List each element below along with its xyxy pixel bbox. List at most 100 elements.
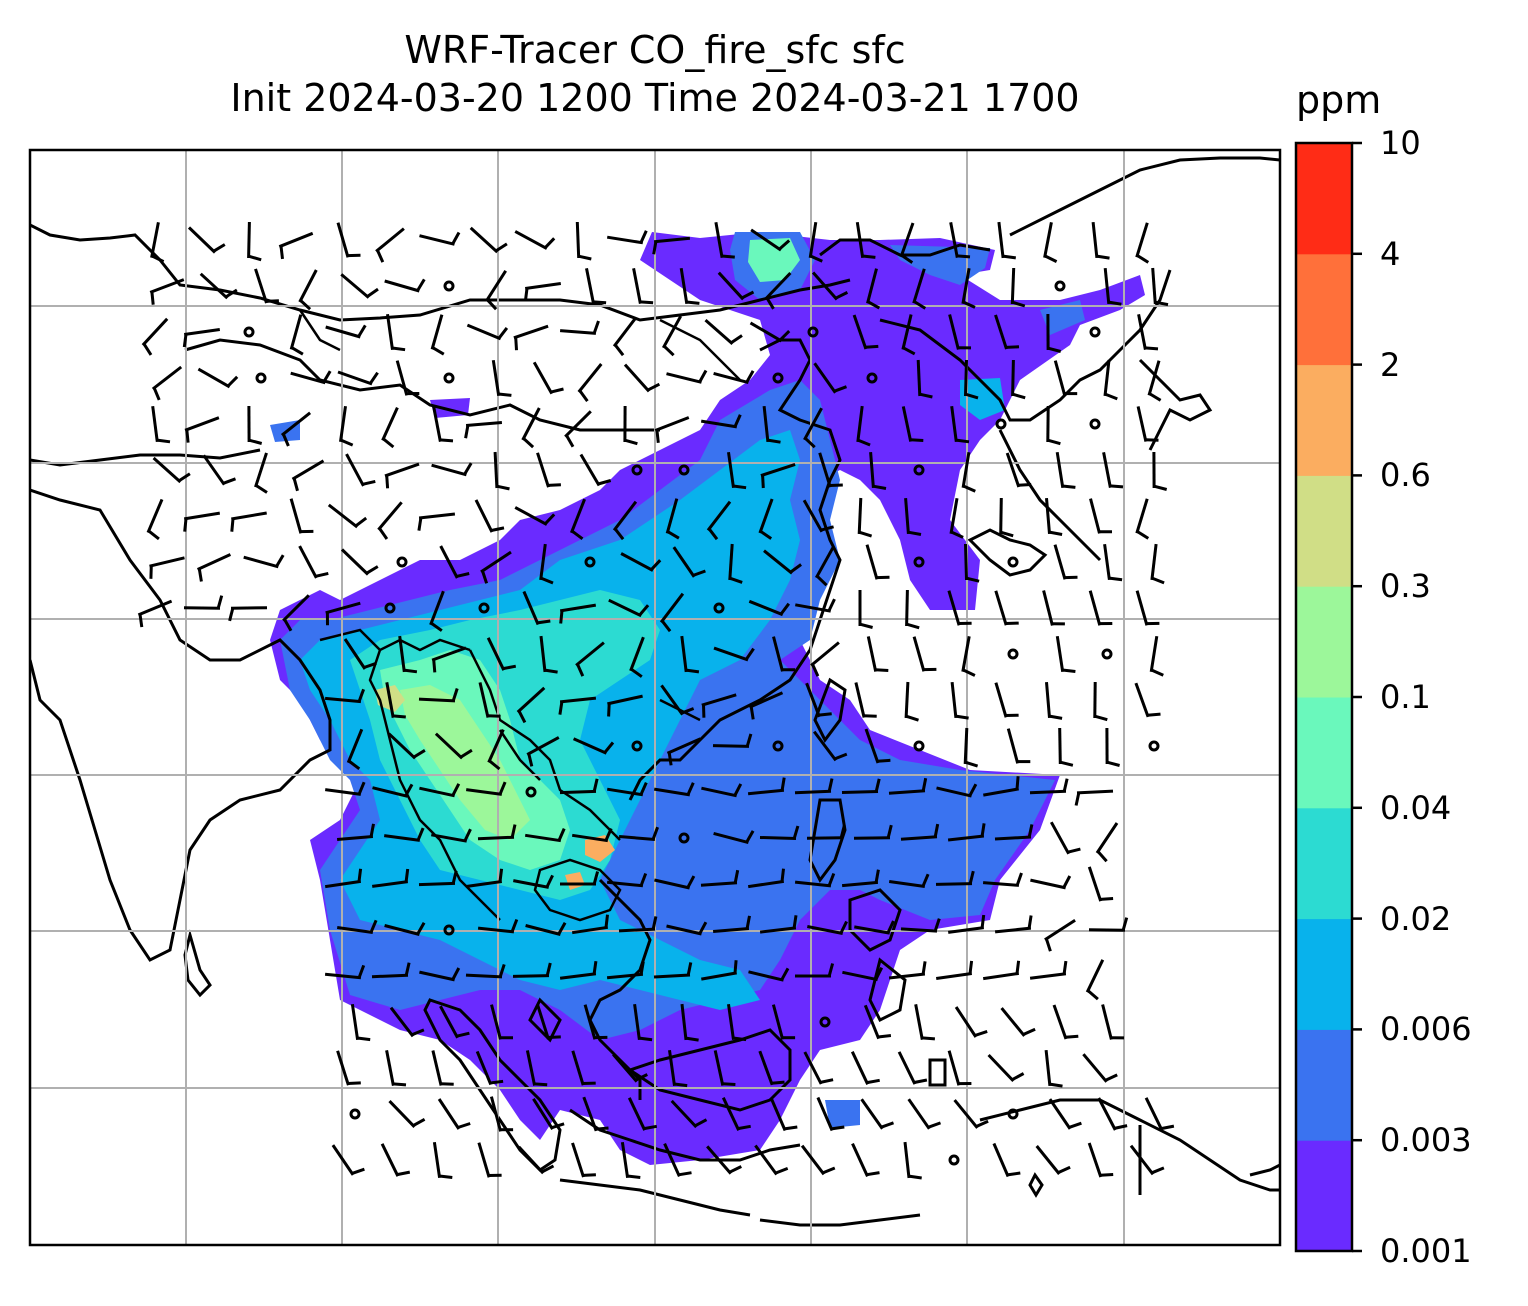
- wind-barb: [477, 926, 515, 934]
- wind-barb-feather: [451, 870, 458, 884]
- wind-barb: [866, 268, 878, 304]
- wind-barb-feather: [597, 479, 612, 486]
- wind-barb: [854, 925, 890, 935]
- wind-barb: [964, 543, 968, 581]
- wind-barb-feather: [639, 300, 654, 305]
- wind-barb: [579, 453, 601, 487]
- wind-barb-feather: [933, 823, 940, 838]
- wind-barb: [947, 1050, 961, 1086]
- wind-barb: [431, 833, 467, 843]
- wind-barb-feather: [557, 922, 567, 935]
- wind-barb: [466, 323, 502, 341]
- wind-barb-feather: [678, 1171, 692, 1177]
- wind-barb: [478, 682, 490, 718]
- tracer-patch-south: [825, 1100, 860, 1128]
- wind-barb: [904, 681, 910, 719]
- wind-barb-feather: [686, 782, 695, 796]
- wind-barb: [1045, 681, 1051, 719]
- wind-barb: [865, 544, 879, 580]
- wind-barb: [810, 641, 840, 667]
- wind-barb: [672, 546, 696, 578]
- wind-barb-feather: [980, 823, 986, 837]
- wind-barb: [559, 696, 597, 704]
- wind-barb-feather: [607, 703, 611, 717]
- wind-barb-feather: [968, 960, 974, 974]
- wind-barb-feather: [451, 231, 461, 245]
- wind-barb: [137, 599, 173, 617]
- wind-barb-feather: [283, 618, 293, 632]
- wind-barb: [325, 601, 361, 615]
- calm-wind-marker: [866, 372, 878, 384]
- wind-barb: [564, 410, 592, 438]
- wind-barb: [254, 268, 268, 304]
- wind-barb-feather: [839, 920, 848, 934]
- wind-barb: [1134, 682, 1150, 718]
- wind-barb-feather: [919, 392, 933, 399]
- wind-barb: [618, 835, 656, 841]
- wind-barb: [794, 880, 832, 888]
- wind-barb-feather: [1018, 483, 1032, 487]
- wind-barb-feather: [510, 918, 519, 933]
- wind-barb: [888, 880, 926, 888]
- wind-barb-feather: [834, 752, 848, 761]
- wind-barb: [679, 267, 689, 305]
- wind-barb: [491, 359, 501, 397]
- wind-barb: [808, 221, 818, 259]
- wind-barb-feather: [322, 370, 332, 384]
- wind-barb: [771, 1004, 785, 1040]
- wind-barb-feather: [541, 1164, 555, 1174]
- wind-barb-feather: [357, 688, 366, 703]
- wind-barb-feather: [551, 1122, 565, 1130]
- wind-barb: [324, 696, 362, 704]
- wind-barb: [994, 590, 1008, 626]
- wind-barb: [187, 226, 217, 254]
- wind-barb: [654, 878, 690, 890]
- wind-barb-feather: [378, 527, 389, 540]
- wind-barb-feather: [315, 571, 329, 578]
- wind-barb: [606, 972, 644, 980]
- wind-barb: [419, 970, 455, 982]
- wind-barb-feather: [778, 239, 791, 251]
- wind-barb-feather: [488, 759, 501, 771]
- wind-barb: [439, 545, 459, 579]
- wind-barb: [439, 1005, 459, 1039]
- wind-barb: [714, 222, 724, 258]
- wind-barb-feather: [1059, 760, 1074, 767]
- wind-barb: [395, 360, 409, 396]
- wind-barb: [336, 835, 374, 841]
- wind-barb-feather: [431, 346, 445, 356]
- wind-barb-feather: [647, 382, 661, 392]
- wind-barb: [1048, 1098, 1072, 1130]
- wind-barb: [758, 498, 774, 534]
- wind-barb-feather: [592, 871, 600, 885]
- wind-barb-feather: [759, 530, 773, 540]
- wind-barb-feather: [156, 438, 171, 444]
- wind-barb: [983, 787, 1019, 797]
- wind-barb-feather: [792, 825, 800, 839]
- wind-barb-feather: [965, 392, 979, 400]
- wind-barb: [231, 511, 267, 521]
- wind-barb-feather: [877, 758, 891, 763]
- wind-barb-feather: [222, 477, 237, 485]
- colorbar-tick-label: 0.02: [1380, 899, 1452, 938]
- wind-barb: [653, 236, 691, 244]
- calm-wind-marker: [243, 326, 255, 338]
- wind-barb-feather: [522, 437, 535, 449]
- wind-barb: [807, 925, 843, 935]
- wind-barb-feather: [592, 300, 607, 305]
- wind-barb: [713, 646, 749, 662]
- wind-barb: [517, 1145, 545, 1175]
- colorbar-segment: [1296, 697, 1352, 809]
- wind-barb: [721, 1097, 741, 1131]
- wind-barb: [864, 728, 880, 764]
- wind-barb-feather: [416, 827, 425, 841]
- wind-barb: [350, 1003, 360, 1041]
- wind-barb: [480, 550, 512, 574]
- wind-barb-feather: [517, 710, 527, 724]
- wind-barb: [1091, 221, 1099, 259]
- tracer-patch-nee: [1040, 300, 1085, 335]
- calm-wind-marker: [584, 556, 596, 568]
- wind-barb: [712, 744, 750, 748]
- wind-barb: [437, 1098, 461, 1130]
- wind-barb-feather: [357, 868, 363, 882]
